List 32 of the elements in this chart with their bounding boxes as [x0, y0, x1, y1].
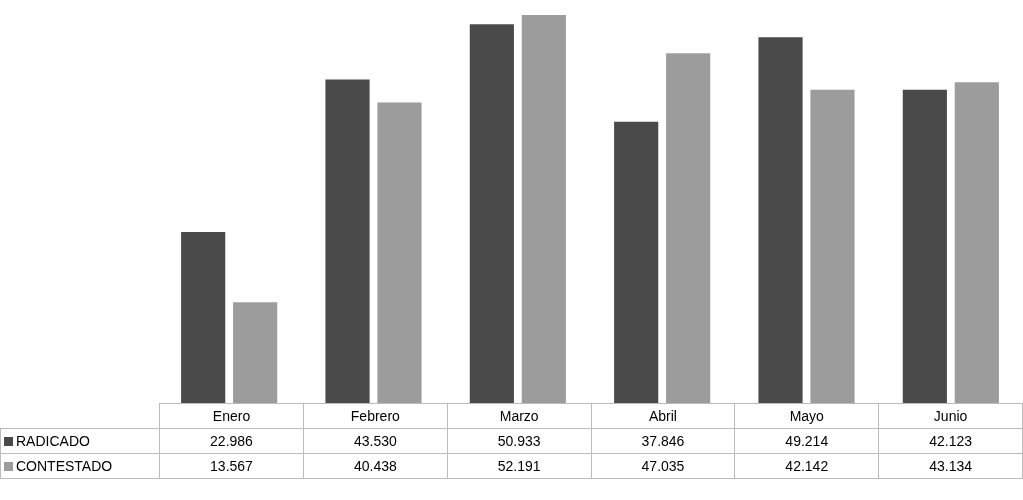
bar — [469, 24, 514, 403]
legend-label: CONTESTADO — [0, 453, 160, 479]
bar — [233, 302, 278, 403]
bar — [377, 102, 422, 403]
x-tick-label: Abril — [591, 403, 735, 429]
bar — [810, 89, 855, 403]
data-label: 43.134 — [878, 453, 1023, 479]
data-label: 40.438 — [303, 453, 448, 479]
bar — [521, 15, 566, 403]
x-tick-label: Mayo — [734, 403, 879, 429]
bar — [666, 53, 711, 403]
data-label: 42.123 — [878, 428, 1023, 454]
bar — [902, 89, 947, 403]
data-label: 43.530 — [303, 428, 448, 454]
data-label: 13.567 — [159, 453, 304, 479]
bar — [614, 121, 659, 403]
x-tick-label: Junio — [878, 403, 1023, 429]
bar — [954, 82, 999, 403]
data-label: 49.214 — [734, 428, 879, 454]
data-label: 50.933 — [447, 428, 592, 454]
data-label: 47.035 — [591, 453, 735, 479]
bar — [181, 232, 226, 403]
data-label: 37.846 — [591, 428, 735, 454]
bar — [325, 79, 370, 403]
data-label: 52.191 — [447, 453, 592, 479]
data-label: 22.986 — [159, 428, 304, 454]
bar — [758, 37, 803, 403]
x-tick-label: Enero — [159, 403, 304, 429]
x-tick-label: Marzo — [447, 403, 592, 429]
legend-label: RADICADO — [0, 428, 160, 454]
x-tick-label: Febrero — [303, 403, 448, 429]
data-label: 42.142 — [734, 453, 879, 479]
